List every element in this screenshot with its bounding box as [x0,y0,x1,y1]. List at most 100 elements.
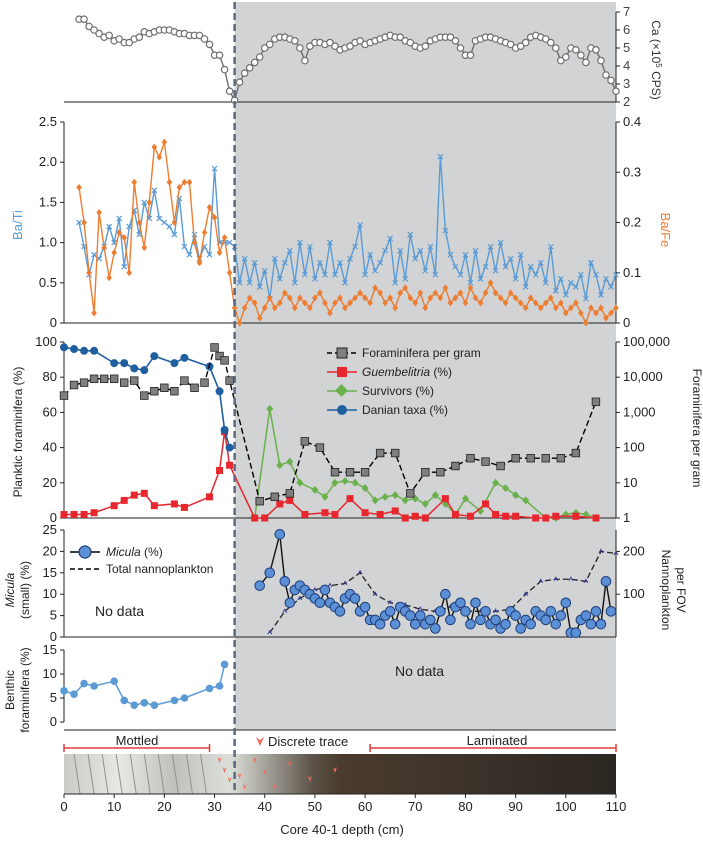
forams-point [225,376,234,385]
discrete-trace-label: Discrete trace [268,734,348,749]
danian-point [225,443,234,452]
micula-point [264,567,276,579]
ca-point [235,78,244,87]
bati-point [572,283,579,290]
benthic-point [205,684,214,693]
bati-point [156,215,163,222]
guemb-point [391,507,399,515]
bati-point [121,263,128,270]
bati-point [467,279,474,286]
bati-point [317,259,323,266]
bati-point [91,251,98,258]
nanno-point [297,595,303,601]
bati-point [417,247,424,254]
survivors-point [351,478,359,487]
bafe-point [271,304,278,312]
guemb-point [120,496,128,504]
planktic-legend: Foraminifera per gram Guembelitria (%) S… [327,346,481,417]
mottled-label: Mottled [116,733,159,748]
ca-point [260,44,269,52]
guemb-point [170,500,178,508]
bafe-point [297,294,303,302]
bafe-point [507,289,514,297]
nanno-tick-label: 100 [623,586,645,601]
ca-point [541,35,550,43]
laminated-label: Laminated [467,733,528,748]
bafe-point [357,289,363,297]
nanno-tick-label: 200 [623,543,645,558]
x-tick-label: 10 [107,799,121,814]
danian-point [70,345,79,354]
nanno-point [312,586,318,592]
bafe-point [106,274,112,282]
guemb-point [512,512,520,520]
forams-point [210,343,219,352]
bafe-point [417,289,424,297]
bafe-point [121,234,128,242]
core-streak [73,753,81,795]
bati-tick-label: 1.5 [39,194,57,209]
bati-tick-label: 2.0 [39,154,57,169]
bafe-point [251,299,258,307]
planktic-tick-label: 100 [35,334,57,349]
trace-marker [217,757,222,763]
guemb-point [140,489,148,497]
bati-point [372,267,379,274]
fpg-axis-label: Foraminifera per gram [690,369,703,488]
benthic-point [220,660,229,669]
nanno-point [538,578,544,584]
core-streak [185,753,193,795]
bafe-point [472,294,479,302]
forams-point [69,380,79,390]
benthic-point [150,701,159,709]
guemb-point [572,512,580,520]
bafe-point [492,289,499,297]
micula-point [279,576,291,587]
bati-point [512,275,519,282]
bati-point [226,239,233,246]
bafe-tick-label: 0.3 [623,164,641,179]
forams-point [270,492,279,502]
nanno-point [613,550,619,556]
ca-point [602,71,610,79]
micula-point [570,627,582,639]
trace-marker [272,783,277,789]
bati-point [557,275,564,282]
bafe-point [487,279,494,287]
micula-point [455,597,466,609]
core-streak [87,753,95,795]
bafe-point [116,229,122,237]
bafe-point [86,269,92,277]
bati-point [552,287,559,294]
forams-point [130,376,139,385]
x-tick-label: 100 [555,799,577,814]
forams-point [330,468,340,477]
ca-point [597,56,605,65]
bafe-point [563,309,569,317]
forams-point [99,374,109,384]
bati-point [106,223,113,230]
micula-point [555,610,567,621]
guemb-point [542,514,550,522]
guemb-point [80,510,88,518]
micula-point [445,614,456,626]
danian-point [90,346,99,355]
micula-point [389,618,401,630]
ca-point [306,42,314,51]
forams-point [345,468,355,477]
bati-point [517,251,524,258]
forams-point [200,378,209,387]
micula-point [284,597,296,609]
ca-point [396,33,405,42]
guemb-point [90,509,98,517]
bati-point [477,275,484,282]
bafe-point [111,249,117,257]
survivors-point [331,478,339,487]
danian-point [80,346,89,355]
bati-point [322,271,328,278]
bafe-point [457,289,464,297]
micula-point [414,610,426,621]
bati-point [598,291,604,298]
benthic-tick-label: 5 [50,690,57,705]
bafe-point [131,178,138,186]
